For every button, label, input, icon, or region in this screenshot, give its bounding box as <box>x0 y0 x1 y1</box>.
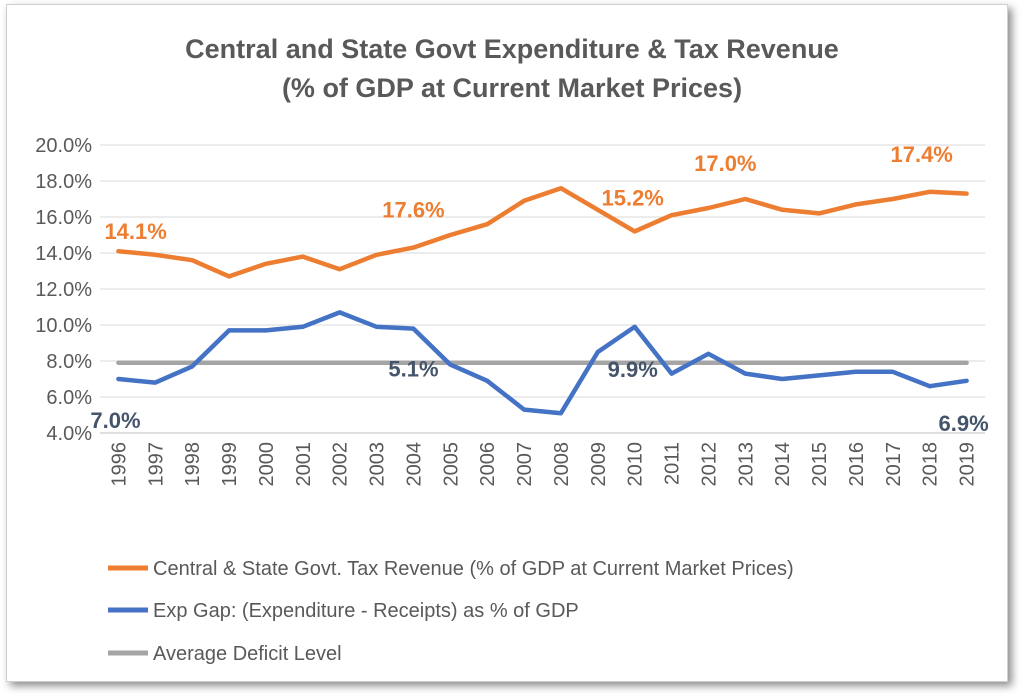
x-tick-label: 2004 <box>403 442 425 487</box>
data-label: 17.0% <box>694 151 756 176</box>
chart-title: Central and State Govt Expenditure & Tax… <box>185 34 839 64</box>
data-label: 6.9% <box>938 411 988 436</box>
x-tick-label: 2008 <box>551 442 573 487</box>
x-tick-label: 2002 <box>330 442 352 487</box>
data-label: 17.6% <box>382 198 444 223</box>
x-tick-label: 2005 <box>440 442 462 487</box>
x-tick-label: 2009 <box>588 442 610 487</box>
x-tick-label: 2000 <box>256 442 278 487</box>
x-tick-label: 2003 <box>367 442 389 487</box>
data-label: 15.2% <box>601 185 663 210</box>
x-tick-label: 1998 <box>182 442 204 487</box>
x-tick-label: 2013 <box>735 442 757 487</box>
y-tick-label: 8.0% <box>46 351 92 373</box>
x-tick-label: 2017 <box>883 442 905 487</box>
x-tick-label: 2001 <box>293 442 315 487</box>
x-tick-label: 2016 <box>846 442 868 487</box>
data-label: 9.9% <box>608 357 658 382</box>
x-tick-label: 1997 <box>145 442 167 487</box>
data-label: 5.1% <box>388 357 438 382</box>
chart-frame <box>6 4 1008 682</box>
x-tick-label: 2011 <box>662 442 684 485</box>
x-tick-label: 2019 <box>957 442 979 487</box>
legend-label: Exp Gap: (Expenditure - Receipts) as % o… <box>153 600 579 622</box>
y-tick-label: 14.0% <box>35 243 92 265</box>
x-tick-label: 2007 <box>514 442 536 487</box>
x-tick-label: 2014 <box>772 442 794 487</box>
y-tick-label: 4.0% <box>46 423 92 445</box>
x-tick-label: 2006 <box>477 442 499 487</box>
data-label: 17.4% <box>890 142 952 167</box>
x-tick-label: 2018 <box>920 442 942 487</box>
chart-subtitle: (% of GDP at Current Market Prices) <box>282 73 742 103</box>
x-tick-label: 1999 <box>219 442 241 487</box>
data-label: 7.0% <box>90 408 140 433</box>
x-tick-label: 2012 <box>698 442 720 487</box>
y-tick-label: 10.0% <box>35 315 92 337</box>
y-tick-label: 12.0% <box>35 279 92 301</box>
y-tick-label: 16.0% <box>35 207 92 229</box>
x-tick-label: 2010 <box>625 442 647 487</box>
y-tick-label: 6.0% <box>46 387 92 409</box>
data-label: 14.1% <box>104 219 166 244</box>
x-tick-label: 2015 <box>809 442 831 487</box>
series-line-0 <box>116 185 969 279</box>
legend-label: Central & State Govt. Tax Revenue (% of … <box>153 558 794 580</box>
x-tick-label: 1996 <box>108 442 130 487</box>
series-line-1 <box>116 310 969 416</box>
y-tick-label: 20.0% <box>35 135 92 157</box>
legend-label: Average Deficit Level <box>153 643 342 665</box>
y-tick-label: 18.0% <box>35 171 92 193</box>
